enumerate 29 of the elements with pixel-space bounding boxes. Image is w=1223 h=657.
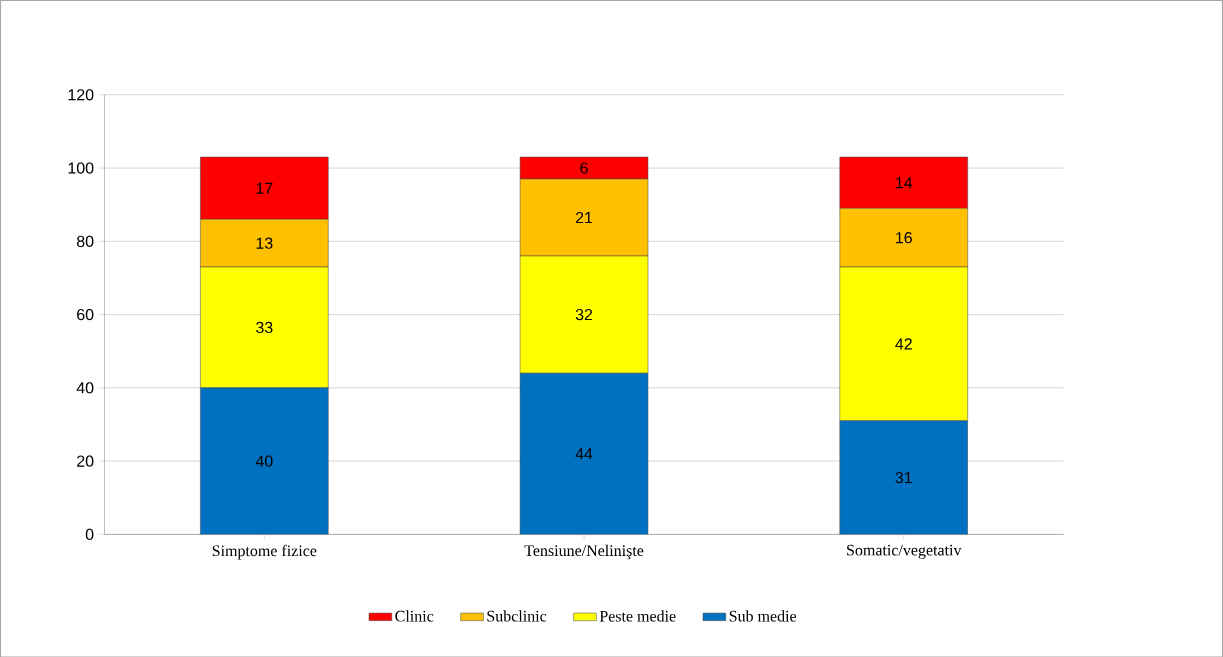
x-tick-label: Tensiune/Nelinişte — [524, 544, 644, 560]
data-label: 33 — [256, 321, 273, 333]
legend-label: Sub medie — [729, 610, 797, 622]
y-tick-label: 20 — [77, 455, 94, 467]
x-tick-label: Somatic/vegetativ — [847, 544, 962, 559]
legend-label: Peste medie — [599, 610, 676, 622]
legend-label: Clinic — [395, 610, 434, 622]
data-label: 31 — [895, 471, 912, 484]
y-tick-label: 120 — [68, 88, 94, 101]
data-label: 40 — [255, 455, 273, 467]
y-tick-label: 60 — [77, 308, 94, 320]
data-label: 6 — [580, 162, 588, 174]
data-label: 42 — [895, 338, 912, 350]
y-tick-label: 100 — [68, 162, 94, 174]
y-tick-label: 40 — [76, 381, 94, 394]
bar — [519, 372, 649, 535]
data-label: 32 — [575, 308, 593, 320]
data-label: 21 — [575, 211, 593, 223]
data-label: 16 — [896, 231, 912, 244]
data-label: 44 — [575, 448, 593, 460]
data-label: 17 — [256, 182, 273, 194]
x-tick-label: Simptome fizice — [212, 544, 317, 560]
bar — [839, 420, 968, 535]
bar — [200, 387, 329, 535]
y-tick-label: 0 — [85, 528, 94, 540]
data-label: 13 — [256, 237, 273, 249]
y-tick-label: 80 — [76, 235, 94, 247]
legend-label: Subclinic — [487, 610, 547, 622]
data-label: 14 — [896, 176, 913, 188]
